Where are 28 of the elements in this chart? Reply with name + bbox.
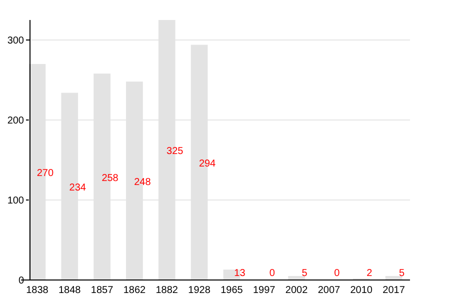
- data-label: 248: [134, 176, 152, 188]
- y-tick-label: 0: [18, 276, 24, 286]
- x-tick-label: 1997: [253, 285, 276, 296]
- data-label: 294: [198, 158, 216, 170]
- x-tick-label: 1857: [90, 285, 114, 296]
- data-label: 0: [334, 268, 340, 279]
- x-tick-label: 1882: [156, 285, 178, 296]
- x-tick-label: 1848: [58, 285, 82, 296]
- data-label: 234: [69, 182, 86, 194]
- data-label: 5: [399, 268, 406, 279]
- data-label: 0: [269, 268, 276, 279]
- data-label: 13: [234, 268, 246, 279]
- data-label: 270: [36, 168, 54, 179]
- x-tick-label: 1965: [220, 285, 244, 296]
- data-label: 2: [366, 268, 373, 279]
- x-tick-label: 2017: [382, 285, 406, 296]
- data-label: 258: [102, 172, 119, 184]
- y-tick-label: 300: [7, 36, 24, 46]
- x-tick-label: 1838: [26, 285, 49, 296]
- x-tick-label: 2010: [350, 285, 373, 296]
- x-tick-label: 2002: [285, 285, 308, 296]
- y-tick-label: 100: [7, 196, 24, 206]
- data-label: 5: [302, 268, 308, 279]
- data-label: 325: [166, 146, 184, 157]
- x-tick-label: 1928: [188, 285, 211, 296]
- x-tick-label: 1862: [123, 285, 146, 296]
- x-tick-label: 2007: [318, 285, 341, 296]
- y-tick-label: 200: [7, 116, 24, 126]
